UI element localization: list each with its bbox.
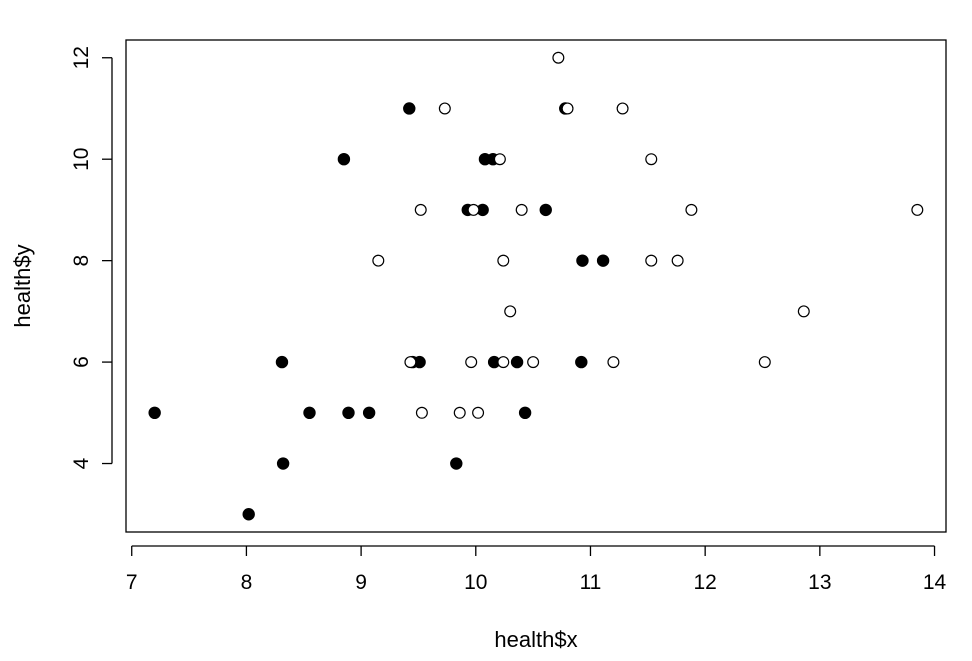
filled-point [575,355,588,369]
open-point [552,51,565,64]
open-point [414,203,427,216]
filled-point [403,102,416,115]
filled-point [275,355,289,369]
y-tick-label: 8 [70,255,93,267]
open-point [497,254,510,267]
filled-point [303,406,316,420]
y-axis-title: health$y [10,244,35,327]
open-point [527,356,540,369]
open-point [453,406,466,419]
filled-point [596,254,610,267]
open-point [465,356,478,369]
x-tick-label: 13 [808,571,831,594]
open-point [493,153,506,166]
filled-point [539,203,552,217]
x-tick-label: 14 [923,571,947,594]
x-tick-label: 7 [126,571,138,594]
x-tick-label: 12 [693,571,716,594]
y-tick-label: 10 [70,148,93,171]
filled-point [510,355,524,369]
open-point [911,203,924,216]
open-point [515,203,528,216]
y-tick-label: 6 [70,356,93,368]
y-axis: 4 6 8 10 12 [70,46,113,469]
filled-point [450,457,463,470]
open-point [645,254,658,267]
filled-point [148,406,161,420]
open-point [561,102,574,115]
filled-point [518,406,532,420]
x-tick-label: 9 [355,571,367,594]
data-points [148,51,924,521]
x-tick-label: 10 [464,571,487,594]
filled-point [276,457,290,470]
open-point [671,254,684,267]
filled-point [342,406,355,420]
open-point [472,406,485,419]
open-point [685,203,698,216]
open-point [607,356,620,369]
open-point [372,254,385,267]
plot-frame [125,39,947,533]
open-point [645,153,658,166]
y-tick-label: 12 [70,46,93,69]
open-point [467,203,480,216]
x-tick-label: 8 [241,571,253,594]
open-point [797,305,810,318]
open-point [438,102,451,115]
y-tick-label: 4 [70,457,93,469]
open-point [758,356,771,369]
open-point [504,305,517,318]
filled-point [576,254,589,267]
filled-point [337,152,351,166]
x-tick-label: 11 [580,571,602,594]
open-point [616,102,629,115]
filled-point [362,406,376,420]
x-axis: 7 8 9 10 11 12 13 14 [126,545,947,594]
filled-point [242,508,255,521]
x-axis-title: health$x [494,627,577,652]
open-point [404,356,417,369]
open-point [497,356,510,369]
open-point [415,406,428,419]
